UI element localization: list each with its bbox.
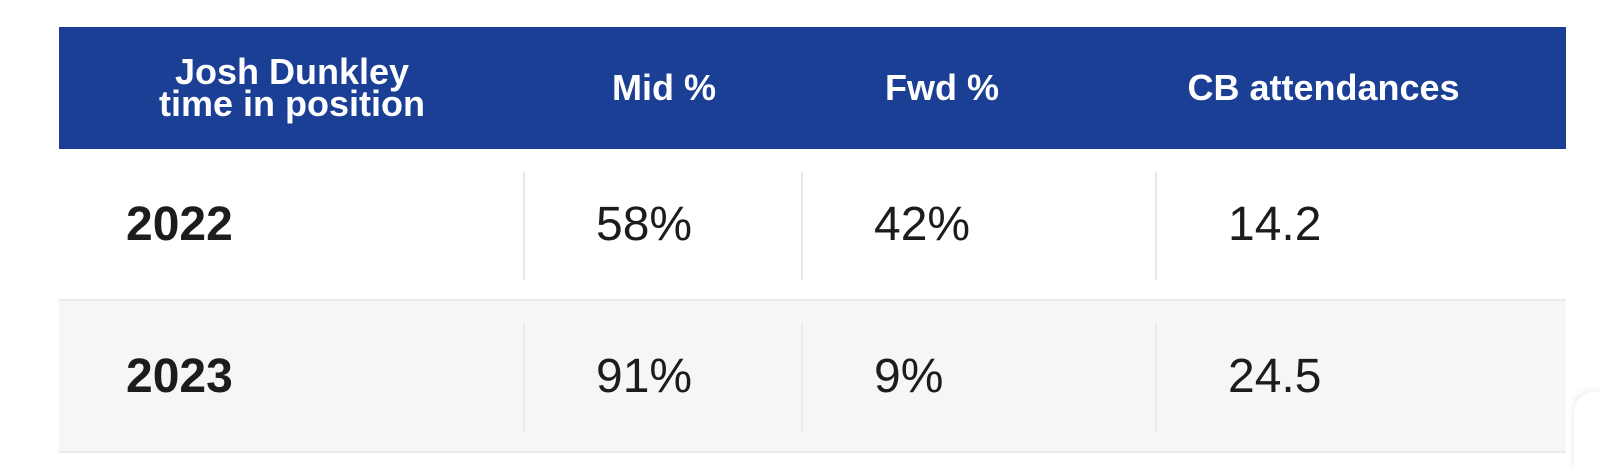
cell-mid: 58% — [596, 197, 693, 251]
header-mid: Mid % — [612, 67, 716, 108]
row-year: 2023 — [126, 349, 233, 403]
cell-cb: 24.5 — [1228, 349, 1322, 403]
scroll-corner — [1574, 392, 1600, 472]
header-line-1: Josh Dunkley — [174, 51, 410, 92]
header-cb: CB attendances — [1187, 67, 1460, 108]
row-year: 2022 — [126, 197, 233, 251]
column-divider — [801, 324, 803, 432]
table-header: Josh Dunkley time in position Mid % Fwd … — [59, 27, 1566, 149]
column-divider — [1155, 324, 1157, 432]
cell-mid: 91% — [596, 349, 693, 403]
column-divider — [1155, 172, 1157, 280]
table-row: 2022 58% 42% 14.2 — [59, 149, 1566, 301]
position-table: Josh Dunkley time in position Mid % Fwd … — [59, 27, 1566, 453]
header-player-position: Josh Dunkley time in position — [59, 27, 525, 149]
cell-fwd: 9% — [874, 349, 944, 403]
column-divider — [801, 172, 803, 280]
table-row: 2023 91% 9% 24.5 — [59, 301, 1566, 453]
column-divider — [523, 324, 525, 432]
header-line-2: time in position — [159, 83, 425, 124]
cell-cb: 14.2 — [1228, 197, 1322, 251]
column-divider — [523, 172, 525, 280]
cell-fwd: 42% — [874, 197, 971, 251]
header-fwd: Fwd % — [885, 67, 999, 108]
